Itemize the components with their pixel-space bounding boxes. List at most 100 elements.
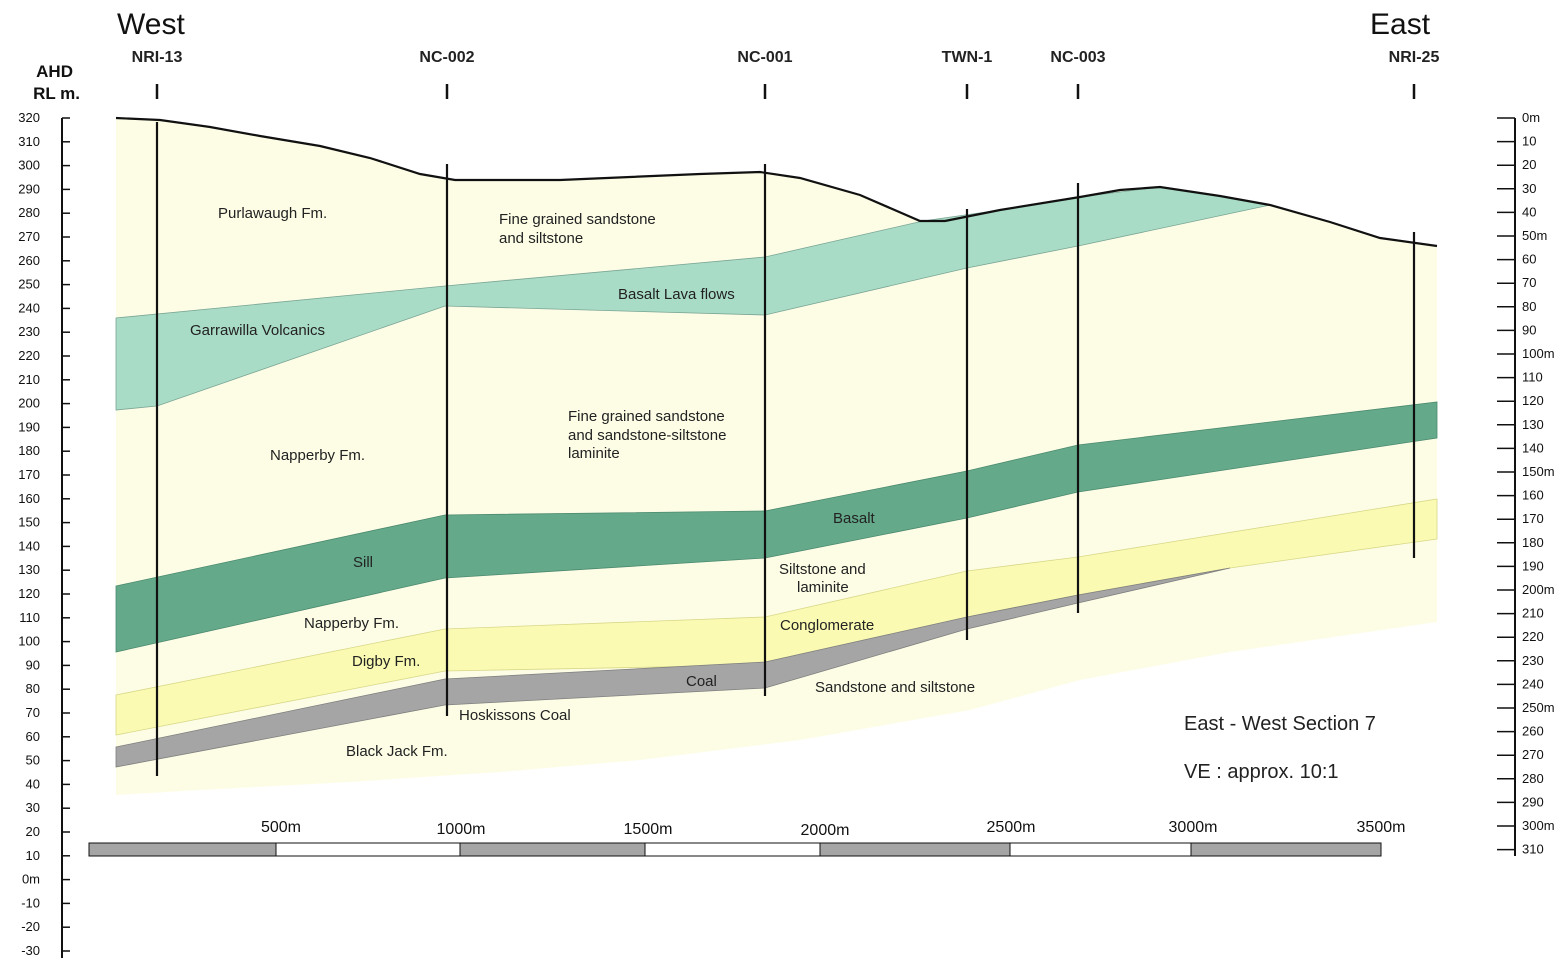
left-axis-tick-label: 320 [18, 110, 40, 125]
black-jack-label: Black Jack Fm. [346, 743, 448, 760]
left-axis-tick-label: 280 [18, 205, 40, 220]
right-axis-tick-label: 240 [1522, 676, 1544, 691]
left-axis-tick-label: 260 [18, 253, 40, 268]
right-axis-tick-label: 40 [1522, 204, 1536, 219]
left-axis-tick-label: 50 [26, 753, 40, 768]
ground-surface-line [115, 116, 1438, 248]
left-axis-tick-label: 140 [18, 538, 40, 553]
conglomerate-label: Conglomerate [780, 617, 874, 634]
right-axis-tick-label: 310 [1522, 842, 1544, 857]
siltstone-laminite-label: laminite [797, 579, 849, 596]
right-axis-tick-label: 60 [1522, 252, 1536, 267]
scale-label: 1000m [437, 821, 486, 838]
right-axis-tick-label: 90 [1522, 322, 1536, 337]
scale-label: 500m [261, 819, 301, 836]
section-title: East - West Section 7 [1184, 713, 1376, 735]
well-label: NC-001 [737, 49, 792, 66]
vertical-exaggeration-note: VE : approx. 10:1 [1184, 761, 1339, 783]
left-axis-tick-label: 60 [26, 729, 40, 744]
right-axis-tick-label: 290 [1522, 794, 1544, 809]
left-axis-tick-label: 70 [26, 705, 40, 720]
sill-label: Sill [353, 554, 373, 571]
napperby-lower-label: Napperby Fm. [304, 615, 399, 632]
left-axis-tick-label: 30 [26, 800, 40, 815]
coal-layer [115, 567, 1231, 768]
scale-label: 1500m [624, 821, 673, 838]
right-axis-tick-label: 150m [1522, 464, 1555, 479]
left-axis-tick-label: -10 [21, 895, 40, 910]
left-axis-tick-label: 200 [18, 396, 40, 411]
fine-sandstone-upper-label: and siltstone [499, 230, 583, 247]
right-axis-tick-label: 0m [1522, 110, 1540, 125]
right-axis-tick-label: 190 [1522, 558, 1544, 573]
right-axis-tick-label: 110 [1522, 370, 1543, 385]
left-axis-tick-label: 190 [18, 419, 40, 434]
left-axis-tick-label: 290 [18, 181, 40, 196]
garrawilla-volcanics-label: Garrawilla Volcanics [190, 322, 325, 339]
well-label: TWN-1 [942, 49, 993, 66]
right-axis-ticks: 0m 10 20 30 40 50m 60 70 80 90 100m 110 120 130 140 150… [1497, 110, 1555, 857]
digby-layer [115, 498, 1438, 736]
left-axis-title-line1: AHD [36, 62, 73, 81]
sandstone-siltstone-label: Sandstone and siltstone [815, 679, 975, 696]
hoskissons-coal-label: Hoskissons Coal [459, 707, 571, 724]
left-axis-tick-label: 90 [26, 657, 40, 672]
left-axis-tick-label: 170 [18, 467, 40, 482]
scale-bar-segment [1009, 842, 1192, 857]
right-axis-tick-label: 300m [1522, 818, 1555, 833]
left-axis-tick-label: 210 [18, 372, 40, 387]
scale-bar-segment [1190, 842, 1382, 857]
left-axis-tick-label: 130 [18, 562, 40, 577]
right-axis-tick-label: 140 [1522, 440, 1544, 455]
left-axis-tick-label: 40 [26, 776, 40, 791]
scale-bar-segment [644, 842, 821, 857]
well-label: NC-003 [1050, 49, 1105, 66]
siltstone-laminite-label: Siltstone and [779, 561, 866, 578]
well-labels: NRI-13 NC-002 NC-001 TWN-1 NC-003 NRI-25 [132, 49, 1440, 66]
right-axis-tick-label: 210 [1522, 606, 1544, 621]
basalt-label: Basalt [833, 510, 876, 527]
purlawaugh-label: Purlawaugh Fm. [218, 205, 327, 222]
fine-sandstone-lower-label: Fine grained sandstone [568, 408, 725, 425]
left-axis-tick-label: 300 [18, 158, 40, 173]
basalt-lava-flows-label: Basalt Lava flows [618, 286, 735, 303]
right-axis-tick-label: 180 [1522, 535, 1544, 550]
right-axis-tick-label: 250m [1522, 700, 1555, 715]
digby-label: Digby Fm. [352, 653, 420, 670]
scale-label: 3000m [1169, 819, 1218, 836]
right-axis-tick-label: 200m [1522, 582, 1555, 597]
scale-bar: 500m 1000m 1500m 2000m 2500m 3000m 3500m [88, 819, 1406, 857]
basalt-lava-flows-layer [115, 186, 1271, 411]
scale-label: 3500m [1357, 819, 1406, 836]
well-traces [155, 122, 1416, 776]
fine-sandstone-lower-label: and sandstone-siltstone [568, 427, 726, 444]
fine-sandstone-upper-label: Fine grained sandstone [499, 211, 656, 228]
left-axis-tick-label: 10 [26, 848, 40, 863]
right-axis-tick-label: 230 [1522, 653, 1544, 668]
napperby-upper-label: Napperby Fm. [270, 447, 365, 464]
right-axis-tick-label: 260 [1522, 724, 1544, 739]
right-axis-tick-label: 100m [1522, 346, 1555, 361]
right-axis-tick-label: 120 [1522, 393, 1544, 408]
right-axis-tick-label: 160 [1522, 488, 1544, 503]
left-axis-tick-label: 110 [19, 610, 40, 625]
right-axis-tick-label: 10 [1522, 134, 1536, 149]
left-axis-tick-label: -30 [21, 943, 40, 958]
left-axis-tick-label: -20 [21, 919, 40, 934]
right-axis-tick-label: 270 [1522, 747, 1544, 762]
right-axis-tick-label: 70 [1522, 275, 1536, 290]
left-axis-tick-label: 20 [26, 824, 40, 839]
fine-sandstone-lower-label: laminite [568, 445, 620, 462]
right-axis-tick-label: 130 [1522, 417, 1544, 432]
well-label: NC-002 [419, 49, 474, 66]
left-axis-tick-label: 0m [22, 872, 40, 887]
left-axis-tick-label: 270 [18, 229, 40, 244]
east-label: East [1370, 8, 1431, 41]
left-axis-tick-label: 80 [26, 681, 40, 696]
left-axis-tick-label: 230 [18, 324, 40, 339]
west-label: West [117, 8, 185, 41]
right-axis-tick-label: 50m [1522, 228, 1547, 243]
scale-bar-segment [459, 842, 646, 857]
left-axis-tick-label: 220 [18, 348, 40, 363]
